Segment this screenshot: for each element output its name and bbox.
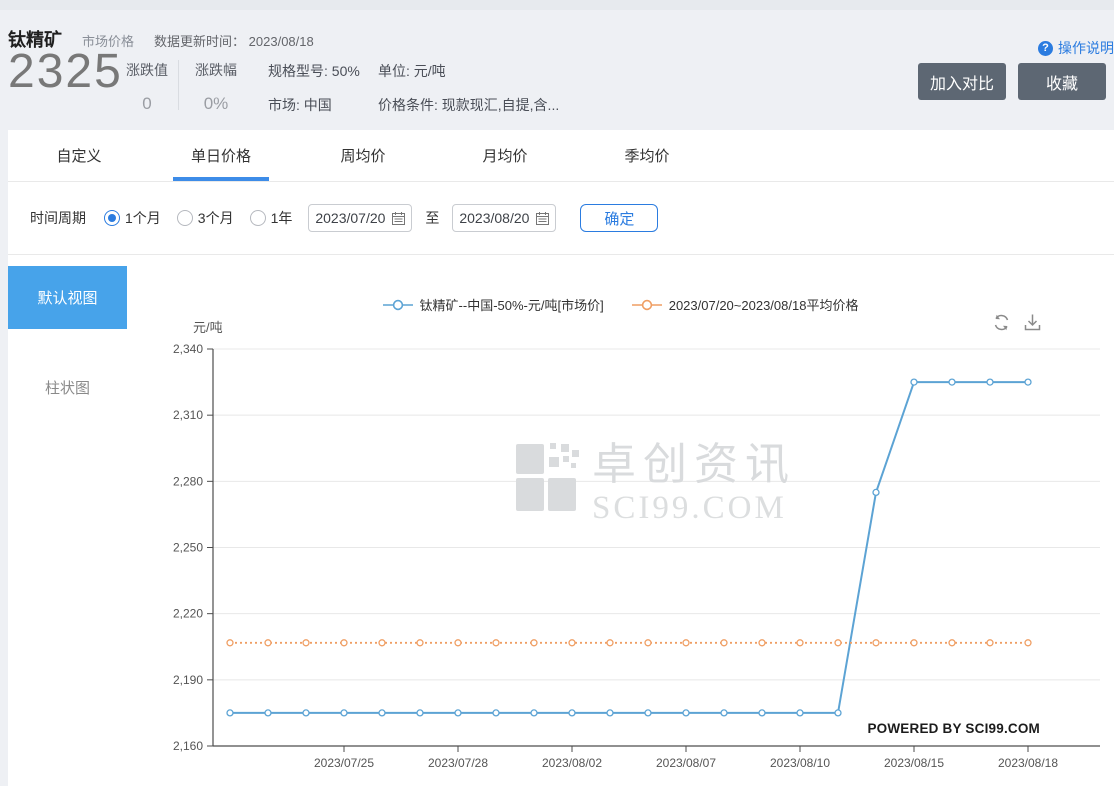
svg-text:2023/07/28: 2023/07/28 — [428, 756, 488, 770]
svg-text:2023/08/18: 2023/08/18 — [998, 756, 1058, 770]
radio-1-year[interactable]: 1年 — [249, 208, 293, 228]
svg-text:2,190: 2,190 — [173, 673, 203, 687]
change-value-column: 涨跌值 0 — [117, 60, 177, 114]
legend-line-marker-icon — [631, 299, 662, 310]
favorite-button[interactable]: 收藏 — [1018, 63, 1106, 100]
svg-text:2,250: 2,250 — [173, 541, 203, 555]
price-line-chart: 2,160 2,190 2,220 2,250 2,280 2,310 2,340 2023/… — [173, 342, 1100, 770]
chart-toolbar — [992, 313, 1042, 332]
powered-by-label: POWERED BY SCI99.COM — [867, 721, 1040, 736]
change-value: 0 — [142, 94, 152, 113]
svg-text:2023/08/15: 2023/08/15 — [884, 756, 944, 770]
spec-column-1: 规格型号: 50% 市场: 中国 — [268, 61, 360, 115]
start-date-value: 2023/07/20 — [315, 210, 386, 226]
tab-daily-price[interactable]: 单日价格 — [150, 130, 292, 181]
header-divider — [178, 60, 179, 110]
help-icon: ? — [1038, 40, 1053, 56]
start-date-input[interactable]: 2023/07/20 — [308, 204, 413, 232]
help-label: 操作说明 — [1058, 40, 1114, 56]
radio-icon — [176, 210, 193, 226]
download-icon[interactable] — [1023, 313, 1042, 332]
add-to-compare-button[interactable]: 加入对比 — [918, 63, 1006, 100]
svg-text:2,340: 2,340 — [173, 342, 203, 356]
time-filter-row: 时间周期 1个月 3个月 1年 2023/07/20 至 20 — [8, 182, 1114, 255]
tab-quarterly-avg[interactable]: 季均价 — [624, 148, 670, 165]
svg-text:2023/08/02: 2023/08/02 — [542, 756, 602, 770]
legend-line-marker-icon — [382, 299, 413, 310]
sidebar-item-bar-chart[interactable]: 柱状图 — [44, 380, 90, 397]
page-header: 钛精矿 市场价格 数据更新时间： 2023/08/18 2325 涨跌值 0 涨… — [0, 10, 1114, 130]
svg-text:2023/07/25: 2023/07/25 — [314, 756, 374, 770]
spec-condition: 价格条件: 现款现汇,自提,含... — [378, 97, 560, 113]
radio-3-month-label: 3个月 — [197, 210, 234, 226]
view-sidebar: 默认视图 柱状图 — [8, 255, 127, 785]
chart-region: 钛精矿--中国-50%-元/吨[市场价] 2023/07/20~2023/08/… — [127, 255, 1114, 785]
spec-unit: 单位: 元/吨 — [378, 63, 446, 79]
tab-custom[interactable]: 自定义 — [56, 148, 102, 165]
y-axis-unit-label: 元/吨 — [193, 320, 223, 335]
tab-monthly-avg[interactable]: 月均价 — [482, 148, 528, 165]
sidebar-item-default-view[interactable]: 默认视图 — [8, 266, 127, 329]
svg-text:2,280: 2,280 — [173, 474, 203, 488]
period-label: 时间周期 — [30, 210, 86, 226]
change-value-label: 涨跌值 — [126, 62, 168, 78]
product-title: 钛精矿 — [8, 30, 62, 50]
update-time-label: 数据更新时间： — [154, 34, 246, 49]
legend-item-average[interactable]: 2023/07/20~2023/08/18平均价格 — [631, 295, 859, 314]
main-panel: 自定义 单日价格 周均价 月均价 季均价 时间周期 1个月 3个月 1年 202… — [8, 130, 1114, 786]
calendar-icon — [392, 211, 406, 225]
tab-weekly-avg[interactable]: 周均价 — [340, 148, 386, 165]
legend-series-label: 钛精矿--中国-50%-元/吨[市场价] — [419, 298, 604, 313]
update-time-value: 2023/08/18 — [248, 34, 314, 49]
market-price-label: 市场价格 — [82, 34, 135, 49]
help-link[interactable]: ? 操作说明 — [1038, 38, 1114, 58]
spec-model: 规格型号: 50% — [268, 63, 360, 79]
svg-text:2023/08/10: 2023/08/10 — [770, 756, 830, 770]
calendar-icon — [536, 211, 550, 225]
update-time: 数据更新时间： 2023/08/18 — [154, 31, 314, 50]
title-row: 钛精矿 市场价格 数据更新时间： 2023/08/18 — [8, 26, 314, 52]
date-range-to-label: 至 — [425, 210, 440, 226]
svg-text:2023/08/07: 2023/08/07 — [656, 756, 716, 770]
radio-icon — [104, 210, 120, 226]
svg-text:2,310: 2,310 — [173, 408, 203, 422]
radio-1-month[interactable]: 1个月 — [104, 208, 161, 228]
chart-body: 默认视图 柱状图 钛精矿--中国-50%-元/吨[市场价] 202 — [8, 255, 1114, 785]
end-date-input[interactable]: 2023/08/20 — [452, 204, 557, 232]
radio-icon — [249, 210, 266, 226]
change-pct-label: 涨跌幅 — [195, 62, 237, 78]
radio-1-month-label: 1个月 — [125, 210, 161, 226]
legend-item-series[interactable]: 钛精矿--中国-50%-元/吨[市场价] — [382, 295, 604, 314]
radio-3-month[interactable]: 3个月 — [176, 208, 234, 228]
end-date-value: 2023/08/20 — [459, 210, 530, 226]
svg-text:2,160: 2,160 — [173, 739, 203, 753]
svg-text:2,220: 2,220 — [173, 607, 203, 621]
change-pct-value: 0% — [203, 94, 229, 113]
current-price: 2325 — [8, 45, 123, 98]
legend-average-label: 2023/07/20~2023/08/18平均价格 — [668, 298, 859, 313]
confirm-button[interactable]: 确定 — [580, 204, 659, 232]
spec-column-2: 单位: 元/吨 价格条件: 现款现汇,自提,含... — [378, 61, 559, 115]
spec-market: 市场: 中国 — [268, 97, 332, 113]
top-strip — [0, 0, 1114, 10]
refresh-icon[interactable] — [992, 313, 1011, 332]
chart-legend: 钛精矿--中国-50%-元/吨[市场价] 2023/07/20~2023/08/… — [127, 295, 1114, 314]
price-type-tabs: 自定义 单日价格 周均价 月均价 季均价 — [8, 130, 1114, 182]
change-pct-column: 涨跌幅 0% — [186, 60, 246, 114]
radio-1-year-label: 1年 — [270, 210, 293, 226]
